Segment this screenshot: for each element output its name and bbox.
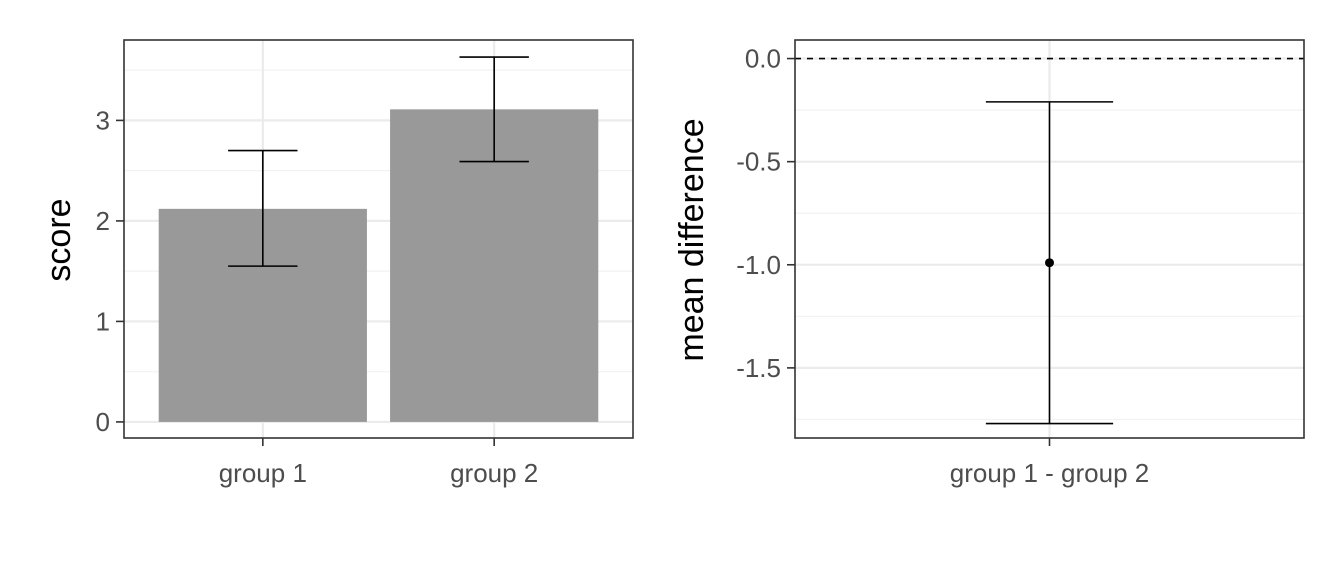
mean-difference-point [1045,258,1054,268]
left-panel-border [123,39,634,439]
y-tick-label: 3 [96,105,110,135]
y-tick-label: 0.0 [745,44,781,74]
y-tick-label: -0.5 [736,147,781,177]
x-tick-label: group 2 [450,458,538,488]
difference-error-bar [985,101,1114,425]
right-axis-ticks: 0.0 -0.5 -1.0 -1.5 group 1 - group 2 [736,44,1149,488]
left-axis-ticks: 0 1 2 3 group 1 group 2 [96,105,539,488]
mean-difference-panel: 0.0 -0.5 -1.0 -1.5 group 1 - group 2 mean di… [673,39,1305,488]
y-tick-label: 2 [96,206,110,236]
y-tick-label: -1.0 [736,250,781,280]
score-bars [158,109,599,422]
x-tick-label: group 1 [219,458,307,488]
bar-chart-panel: 0 1 2 3 group 1 group 2 score [40,39,634,488]
y-tick-label: -1.5 [736,353,781,383]
score-error-bars [228,56,529,267]
y-tick-label: 1 [96,306,110,336]
x-tick-label: group 1 - group 2 [950,458,1149,488]
left-y-axis-title: score [40,198,78,281]
y-tick-label: 0 [96,407,110,437]
right-y-axis-title: mean difference [673,118,711,361]
